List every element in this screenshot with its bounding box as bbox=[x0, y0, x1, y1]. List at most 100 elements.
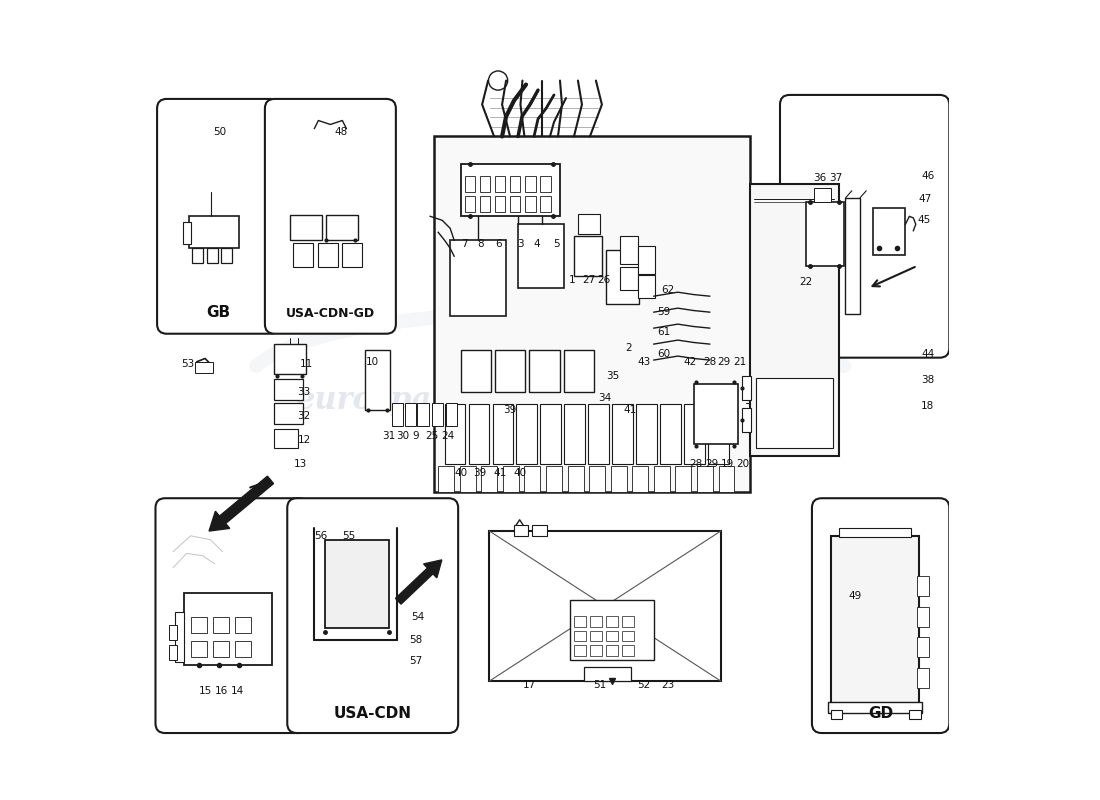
Bar bbox=[805, 202, 844, 266]
Bar bbox=[697, 466, 713, 492]
FancyArrow shape bbox=[209, 476, 274, 531]
Bar bbox=[832, 536, 918, 703]
Bar bbox=[189, 216, 239, 248]
Text: 9: 9 bbox=[412, 431, 419, 441]
Bar bbox=[275, 379, 304, 400]
Bar bbox=[184, 594, 272, 665]
Bar bbox=[814, 187, 832, 202]
Text: 43: 43 bbox=[638, 357, 651, 366]
Text: 40: 40 bbox=[454, 469, 467, 478]
Text: 1: 1 bbox=[569, 275, 575, 286]
Bar bbox=[175, 613, 184, 662]
Bar bbox=[461, 165, 560, 216]
Text: 23: 23 bbox=[661, 680, 674, 690]
Bar bbox=[318, 243, 339, 267]
Text: 59: 59 bbox=[658, 307, 671, 317]
Bar bbox=[606, 617, 618, 627]
Bar bbox=[495, 350, 525, 392]
Text: 41: 41 bbox=[493, 469, 506, 478]
Text: 11: 11 bbox=[300, 359, 313, 369]
Bar bbox=[620, 236, 638, 264]
Bar bbox=[694, 384, 738, 444]
FancyBboxPatch shape bbox=[812, 498, 949, 733]
Text: 6: 6 bbox=[496, 239, 503, 250]
Bar bbox=[632, 466, 648, 492]
Text: 39: 39 bbox=[504, 405, 517, 414]
Bar bbox=[828, 702, 922, 713]
Bar bbox=[718, 466, 735, 492]
Bar bbox=[910, 710, 921, 719]
Bar bbox=[190, 618, 207, 633]
Bar bbox=[588, 404, 609, 464]
Text: 21: 21 bbox=[734, 357, 747, 366]
Bar bbox=[846, 198, 860, 314]
Text: 25: 25 bbox=[426, 431, 439, 441]
Bar bbox=[213, 618, 229, 633]
Text: 19: 19 bbox=[720, 459, 734, 469]
Text: GB: GB bbox=[207, 305, 231, 320]
Bar bbox=[469, 404, 490, 464]
FancyBboxPatch shape bbox=[265, 99, 396, 334]
Text: eurospares: eurospares bbox=[296, 385, 485, 415]
Bar bbox=[621, 645, 634, 655]
Text: 56: 56 bbox=[315, 530, 328, 541]
Text: 3: 3 bbox=[517, 239, 524, 250]
Text: 39: 39 bbox=[473, 469, 486, 478]
Text: 5: 5 bbox=[553, 239, 560, 250]
Bar bbox=[417, 403, 429, 426]
Bar bbox=[540, 196, 551, 212]
Bar bbox=[606, 645, 618, 655]
Text: 51: 51 bbox=[593, 680, 606, 690]
Bar bbox=[444, 404, 465, 464]
Bar bbox=[525, 466, 540, 492]
Bar bbox=[546, 466, 562, 492]
Bar bbox=[568, 466, 583, 492]
Text: 41: 41 bbox=[624, 405, 637, 414]
Text: 49: 49 bbox=[848, 590, 861, 601]
Bar bbox=[610, 466, 627, 492]
Text: 53: 53 bbox=[182, 359, 195, 369]
Bar bbox=[169, 626, 177, 639]
Bar bbox=[525, 176, 536, 192]
Text: 62: 62 bbox=[661, 285, 674, 294]
Bar bbox=[741, 408, 751, 432]
Bar bbox=[540, 176, 551, 192]
FancyBboxPatch shape bbox=[287, 498, 459, 733]
Bar bbox=[590, 466, 605, 492]
Text: GD: GD bbox=[868, 706, 893, 721]
FancyBboxPatch shape bbox=[780, 95, 949, 358]
Bar bbox=[750, 184, 839, 456]
Bar bbox=[532, 525, 547, 536]
Bar bbox=[839, 528, 911, 538]
Text: 14: 14 bbox=[230, 686, 243, 697]
Bar bbox=[517, 404, 537, 464]
Bar bbox=[684, 404, 705, 464]
Bar bbox=[490, 531, 720, 681]
Text: 50: 50 bbox=[213, 127, 227, 138]
Bar bbox=[540, 404, 561, 464]
Bar bbox=[917, 667, 928, 687]
Bar bbox=[570, 600, 653, 659]
Bar bbox=[873, 208, 905, 254]
Bar bbox=[460, 466, 475, 492]
Text: 52: 52 bbox=[638, 680, 651, 690]
FancyArrow shape bbox=[396, 560, 442, 604]
Bar bbox=[917, 577, 928, 597]
Bar bbox=[434, 137, 750, 492]
Bar bbox=[574, 617, 586, 627]
Bar bbox=[574, 630, 586, 641]
Bar bbox=[480, 196, 491, 212]
Bar bbox=[493, 404, 514, 464]
Text: 40: 40 bbox=[513, 469, 526, 478]
Bar bbox=[832, 710, 843, 719]
Bar bbox=[510, 196, 520, 212]
Bar bbox=[432, 403, 443, 426]
Text: 35: 35 bbox=[606, 371, 619, 381]
Text: 28: 28 bbox=[703, 357, 716, 366]
Bar bbox=[917, 607, 928, 627]
Bar bbox=[207, 248, 218, 262]
Bar bbox=[518, 224, 564, 288]
Bar bbox=[447, 403, 458, 426]
Text: 2: 2 bbox=[625, 343, 631, 353]
Bar bbox=[708, 404, 729, 464]
